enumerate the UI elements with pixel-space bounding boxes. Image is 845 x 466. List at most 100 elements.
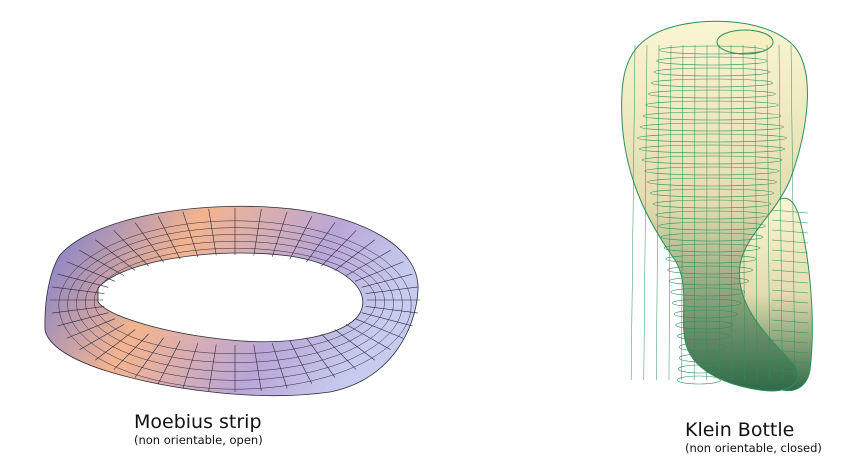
grid-line xyxy=(778,44,783,381)
grid-line xyxy=(289,340,313,384)
grid-line xyxy=(790,44,796,381)
grid-ring xyxy=(85,241,385,363)
grid-line xyxy=(361,312,413,327)
grid-line xyxy=(771,259,809,264)
grid-line xyxy=(771,349,809,354)
grid-line xyxy=(321,333,357,370)
grid-ring xyxy=(670,287,746,297)
grid-ring xyxy=(677,364,723,374)
grid-line xyxy=(134,222,164,263)
grid-ring xyxy=(668,276,749,286)
klein-grid-lines xyxy=(630,44,809,385)
moebius-caption: Moebius strip (non orientable, open) xyxy=(134,411,263,448)
grid-ring xyxy=(650,78,774,88)
grid-ring xyxy=(76,234,394,372)
grid-line xyxy=(66,261,116,282)
grid-line xyxy=(208,344,217,392)
grid-ring xyxy=(644,166,780,176)
grid-line xyxy=(271,343,288,389)
moebius-grid-lines xyxy=(50,208,420,392)
grid-ring xyxy=(675,320,734,330)
grid-line xyxy=(79,250,125,276)
grid-line xyxy=(742,44,745,381)
grid-line xyxy=(771,339,809,344)
grid-ring xyxy=(648,89,776,99)
grid-ring xyxy=(667,265,753,275)
grid-line xyxy=(95,239,136,271)
grid-line xyxy=(771,359,809,364)
grid-ring xyxy=(676,375,722,385)
grid-ring xyxy=(652,199,772,209)
grid-line xyxy=(354,318,404,339)
grid-line xyxy=(134,337,164,378)
grid-line xyxy=(693,44,696,381)
grid-line xyxy=(157,216,181,260)
grid-line xyxy=(253,344,262,392)
grid-line xyxy=(771,269,809,274)
grid-ring xyxy=(653,67,771,77)
grid-line xyxy=(208,208,217,256)
grid-ring xyxy=(642,111,782,121)
grid-ring xyxy=(93,247,377,355)
grid-ring xyxy=(637,133,787,143)
grid-line xyxy=(771,319,809,324)
grid-line xyxy=(365,286,419,294)
grid-line xyxy=(771,209,809,214)
grid-line xyxy=(157,340,181,384)
grid-line xyxy=(771,219,809,224)
klein-caption: Klein Bottle (non orientable, closed) xyxy=(685,419,822,456)
grid-line xyxy=(66,318,116,339)
grid-line xyxy=(345,324,391,350)
grid-ring xyxy=(658,221,766,231)
grid-line xyxy=(766,44,770,381)
grid-line xyxy=(345,250,391,276)
grid-line xyxy=(51,306,105,314)
grid-line xyxy=(771,309,809,314)
grid-line xyxy=(253,208,262,256)
grid-line xyxy=(57,273,109,288)
grid-line xyxy=(79,324,125,350)
grid-line xyxy=(365,306,419,314)
grid-ring xyxy=(638,144,786,154)
klein-subtitle: (non orientable, closed) xyxy=(685,441,822,455)
grid-line xyxy=(321,230,357,267)
grid-line xyxy=(771,239,809,244)
grid-ring xyxy=(58,220,412,390)
grid-ring xyxy=(67,227,403,381)
moebius-title: Moebius strip xyxy=(134,411,262,433)
grid-line xyxy=(643,44,648,381)
grid-ring xyxy=(641,155,783,165)
grid-ring xyxy=(673,309,738,319)
grid-line xyxy=(51,286,105,294)
grid-line xyxy=(306,337,336,378)
grid-line xyxy=(771,299,809,304)
grid-line xyxy=(771,329,809,334)
grid-line xyxy=(730,44,733,381)
grid-line xyxy=(182,211,199,257)
klein-bottle-surface xyxy=(621,20,813,392)
grid-ring xyxy=(647,177,777,187)
grid-line xyxy=(771,279,809,284)
grid-line xyxy=(113,333,149,370)
grid-line xyxy=(57,312,109,327)
grid-line xyxy=(334,329,375,361)
grid-line xyxy=(754,44,758,381)
grid-line xyxy=(630,44,636,381)
grid-line xyxy=(334,239,375,271)
grid-line xyxy=(771,369,809,374)
grid-line xyxy=(668,44,672,381)
grid-ring xyxy=(659,45,765,55)
grid-line xyxy=(771,289,809,294)
grid-ring xyxy=(678,342,726,352)
grid-line xyxy=(182,343,199,389)
grid-ring xyxy=(660,232,764,242)
grid-line xyxy=(113,230,149,267)
grid-ring xyxy=(649,188,775,198)
grid-ring xyxy=(639,122,785,132)
grid-line xyxy=(656,44,660,381)
grid-line xyxy=(271,211,288,257)
klein-title: Klein Bottle xyxy=(685,419,795,441)
grid-line xyxy=(771,249,809,254)
grid-line xyxy=(354,261,404,282)
